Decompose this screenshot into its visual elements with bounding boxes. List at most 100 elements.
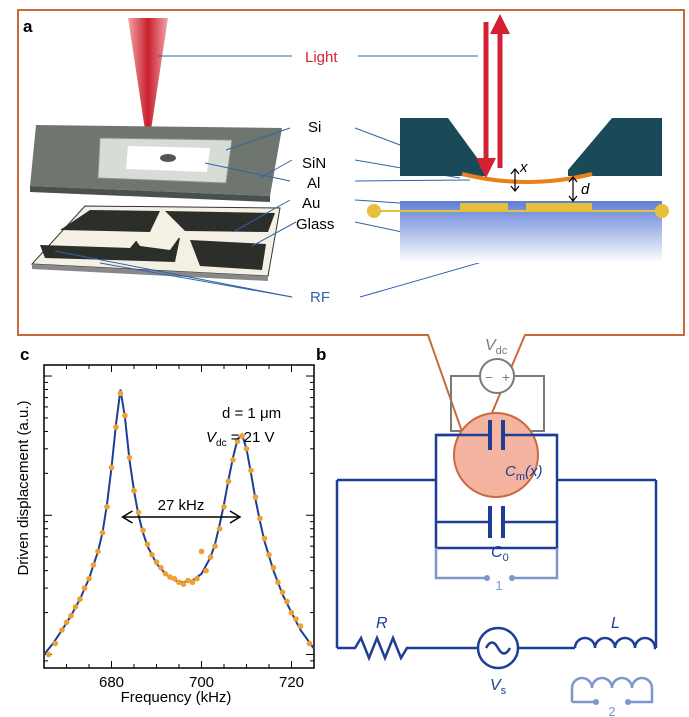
data-point <box>126 454 133 461</box>
data-point <box>153 559 160 565</box>
data-point <box>275 579 281 586</box>
sin-label: SiN <box>302 155 326 172</box>
data-point <box>279 589 286 595</box>
cm-bubble <box>453 412 539 498</box>
data-point <box>167 574 173 580</box>
data-point <box>99 529 106 536</box>
data-point <box>45 651 52 658</box>
data-point <box>194 575 200 582</box>
vs-label: Vs <box>490 677 507 697</box>
data-point <box>270 564 277 571</box>
data-point <box>180 581 187 587</box>
annotation-width: 27 kHz <box>158 497 205 514</box>
x-label: x <box>519 159 528 176</box>
data-point <box>95 548 101 555</box>
d-label: d <box>581 181 590 198</box>
annotation-d: d = 1 μm <box>222 405 281 422</box>
data-point <box>248 467 254 474</box>
cm-label: Cm(x) <box>505 463 543 483</box>
x-tick-label: 720 <box>279 674 304 691</box>
panel-letter-c: c <box>20 345 29 364</box>
data-point <box>131 487 137 494</box>
x-tick-label: 680 <box>99 674 124 691</box>
panel-c: c 680 700 720 Frequency (kHz) Driven displ… <box>15 345 315 706</box>
data-point <box>162 571 169 577</box>
al-label: Al <box>307 175 320 192</box>
data-point <box>189 579 196 586</box>
data-point <box>122 412 128 419</box>
cross-section <box>367 14 669 263</box>
data-point <box>261 535 268 542</box>
vdc-minus: − <box>485 370 493 385</box>
width-arrow-head-right <box>229 510 242 524</box>
membrane-chip <box>30 125 282 202</box>
port-1-label: 1 <box>495 578 502 593</box>
data-point <box>108 464 115 471</box>
c0-label: C0 <box>491 544 509 564</box>
glass-label: Glass <box>296 216 334 233</box>
y-axis-label: Driven displacement (a.u.) <box>15 400 32 575</box>
data-point <box>59 627 65 633</box>
data-point <box>171 575 178 582</box>
data-point <box>243 446 250 452</box>
width-arrow-head-left <box>121 510 133 524</box>
data-point <box>52 640 59 647</box>
data-point <box>257 515 263 522</box>
x-tick-label: 700 <box>189 674 214 691</box>
au-label: Au <box>302 195 320 212</box>
data-point <box>63 619 70 626</box>
si-label: Si <box>308 119 321 136</box>
data-point <box>104 504 110 510</box>
resonance-chart: 680 700 720 <box>43 364 315 691</box>
panel-letter-a: a <box>23 17 33 36</box>
data-point <box>230 457 236 463</box>
electrode-chip <box>30 205 281 281</box>
data-point <box>306 640 313 647</box>
data-point <box>266 552 272 558</box>
x-axis-label: Frequency (kHz) <box>121 689 232 706</box>
data-point <box>239 433 245 439</box>
cm-capacitor <box>436 420 557 450</box>
data-point <box>81 585 88 591</box>
port-2-label: 2 <box>608 704 615 717</box>
data-point <box>225 478 232 485</box>
data-point <box>293 616 299 622</box>
data-point <box>68 612 74 619</box>
data-point <box>149 552 155 558</box>
data-point <box>216 526 223 532</box>
data-point <box>207 554 214 560</box>
l-label: L <box>611 615 620 632</box>
data-point <box>90 562 97 568</box>
data-point <box>176 579 182 586</box>
inset-border <box>17 9 685 463</box>
vdc-plus: + <box>502 369 510 385</box>
data-point <box>284 598 290 605</box>
port-2-loop <box>570 676 654 704</box>
data-point <box>140 527 146 534</box>
data-point <box>288 609 295 616</box>
data-point <box>221 504 227 510</box>
panel-letter-b: b <box>316 345 326 364</box>
port-1-loop <box>434 548 559 580</box>
data-point <box>86 575 92 582</box>
data-point <box>144 541 151 547</box>
r-label: R <box>376 615 388 632</box>
data-point <box>203 567 209 574</box>
data-point <box>77 596 83 602</box>
rf-label: RF <box>310 289 330 306</box>
annotation-vdc: Vdc = 21 V <box>206 429 275 449</box>
panel-b: b − + Vdc <box>316 337 658 717</box>
light-beam <box>128 18 168 130</box>
data-point <box>72 604 79 610</box>
vdc-label: Vdc <box>485 337 508 357</box>
data-point <box>185 577 191 584</box>
vdc-source: − + <box>450 358 545 432</box>
data-point <box>297 623 304 629</box>
data-point <box>252 494 259 500</box>
panel-a: a <box>17 9 685 463</box>
data-point <box>198 548 205 555</box>
data-point <box>212 543 218 549</box>
data-point <box>135 509 142 516</box>
data-point <box>113 424 119 430</box>
